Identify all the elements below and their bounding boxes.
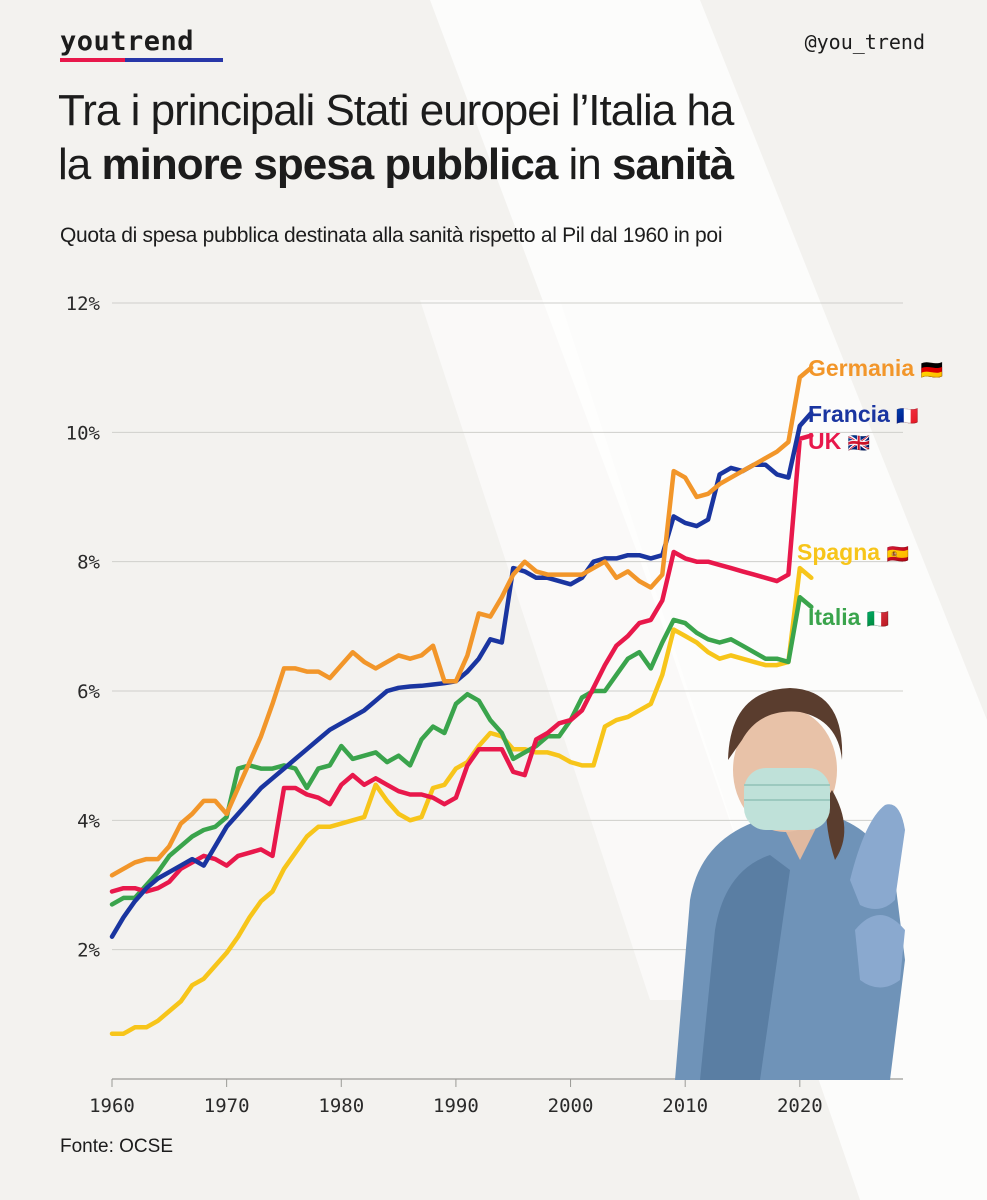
page-title: Tra i principali Stati europei l’Italia … <box>58 84 938 192</box>
y-tick-label: 6% <box>77 681 100 703</box>
x-tick-label: 2020 <box>777 1095 823 1117</box>
title-line-1: Tra i principali Stati europei l’Italia … <box>58 86 734 135</box>
chart-series <box>109 365 814 1036</box>
x-tick-label: 1990 <box>433 1095 479 1117</box>
nurse-photo <box>675 688 905 1080</box>
x-tick-label: 2010 <box>662 1095 708 1117</box>
series-label-spagna: Spagna 🇪🇸 <box>797 539 909 565</box>
x-tick-label: 1960 <box>89 1095 135 1117</box>
x-tick-label: 1970 <box>204 1095 250 1117</box>
series-line-germania <box>109 365 814 878</box>
brand-logo: youtrend <box>60 26 195 57</box>
chart-subtitle: Quota di spesa pubblica destinata alla s… <box>60 224 723 247</box>
chart-grid: 2% 4% 6% 8% 10% 12% 1960 1970 1980 1990 2000 2010 20… <box>66 293 903 1117</box>
y-tick-label: 8% <box>77 552 100 574</box>
y-tick-label: 2% <box>77 940 100 962</box>
chart-series-labels: Germania 🇩🇪 Francia 🇫🇷UK 🇬🇧 Spagna 🇪🇸 Itali… <box>797 355 943 630</box>
social-handle: @you_trend <box>804 30 925 54</box>
brand-underline <box>60 58 223 62</box>
series-label-germania: Germania 🇩🇪 <box>808 355 943 381</box>
title-line-2: la minore spesa pubblica in sanità <box>58 140 734 189</box>
x-tick-label: 2000 <box>548 1095 594 1117</box>
series-label-francia: Francia 🇫🇷 <box>808 401 919 427</box>
series-line-spagna <box>109 565 814 1036</box>
y-tick-label: 12% <box>66 293 101 315</box>
series-label-italia: Italia 🇮🇹 <box>808 604 889 630</box>
y-tick-label: 4% <box>77 810 100 832</box>
source-note: Fonte: OCSE <box>60 1136 173 1157</box>
y-tick-label: 10% <box>66 422 101 444</box>
series-label-uk: UK 🇬🇧 <box>808 428 870 454</box>
x-tick-label: 1980 <box>318 1095 364 1117</box>
series-line-uk <box>109 433 814 894</box>
series-line-francia <box>109 410 814 939</box>
